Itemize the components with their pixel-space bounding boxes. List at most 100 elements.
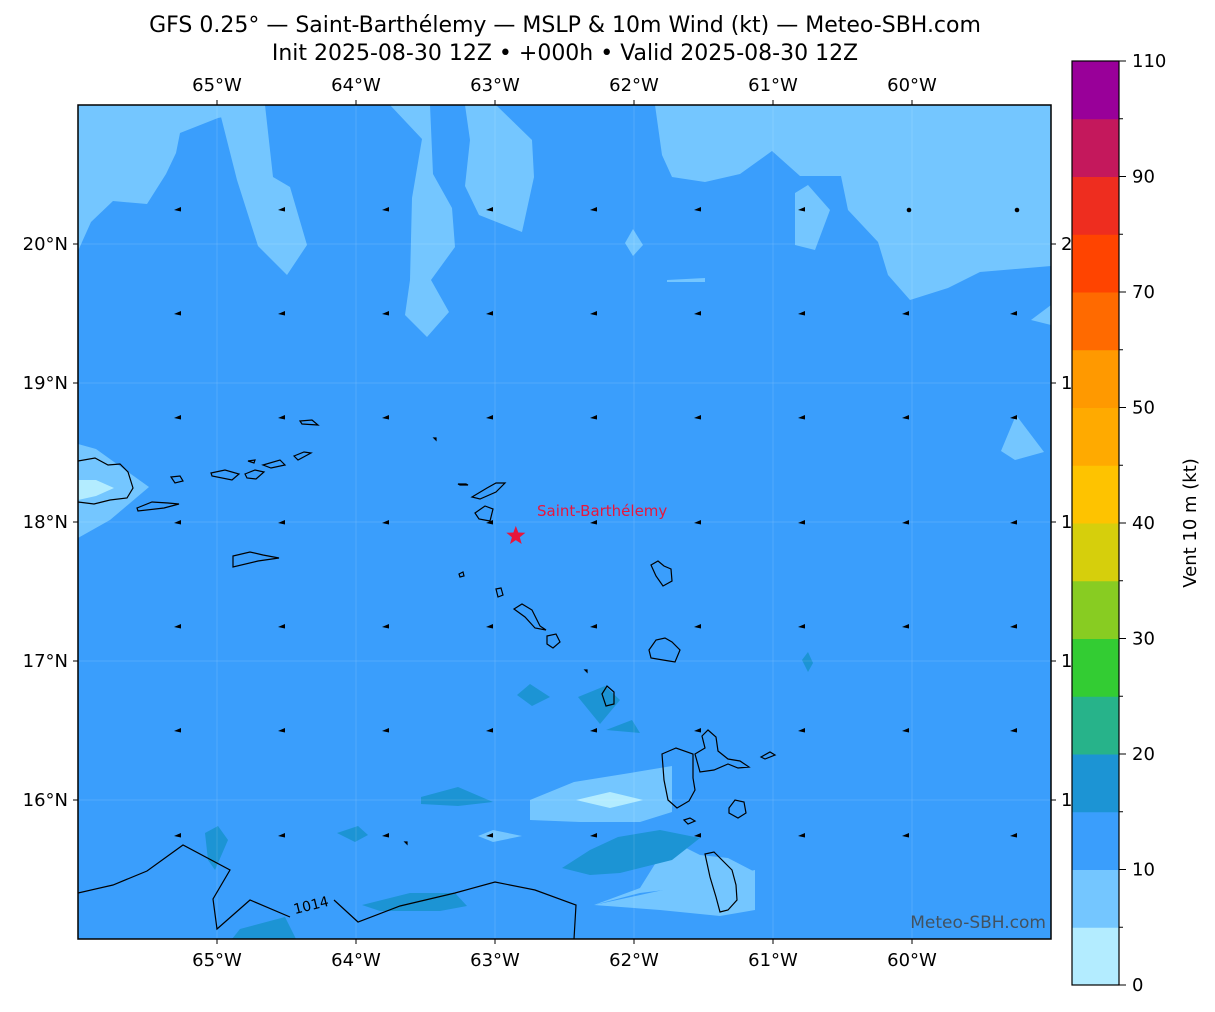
- lon-tick-bottom-label: 61°W: [748, 950, 798, 971]
- wind-barb: [486, 833, 493, 838]
- lon-tick-top-label: 62°W: [609, 75, 659, 96]
- lat-tick-left-label: 18°N: [23, 512, 68, 533]
- colorbar-tick-label: 90: [1132, 167, 1155, 188]
- marker-label: Saint-Barthélemy: [537, 502, 667, 520]
- wind-barb: [590, 728, 597, 733]
- wind-barb: [798, 520, 805, 525]
- colorbar-segment: [1072, 580, 1119, 639]
- wind-barb: [694, 624, 701, 629]
- colorbar-segment: [1072, 869, 1119, 928]
- lat-tick-left-label: 16°N: [23, 790, 68, 811]
- wind-barb: [902, 520, 909, 525]
- wind-barb: [382, 207, 389, 212]
- coastlines: [78, 419, 777, 913]
- wind-barb: [798, 624, 805, 629]
- colorbar-tick-label: 30: [1132, 629, 1155, 650]
- wind-barb: [590, 520, 597, 525]
- lat-tick-left-label: 19°N: [23, 373, 68, 394]
- wind-barb: [590, 207, 597, 212]
- colorbar-tick-label: 10: [1132, 860, 1155, 881]
- wind-barb: [278, 520, 285, 525]
- colorbar-segment: [1072, 811, 1119, 870]
- colorbar-tick-label: 110: [1132, 51, 1166, 72]
- wind-barb: [174, 520, 181, 525]
- wind-barb: [694, 833, 701, 838]
- wind-barb: [382, 311, 389, 316]
- lon-tick-bottom-label: 60°W: [887, 950, 937, 971]
- wind-barb: [486, 624, 493, 629]
- wind-barb: [1010, 520, 1017, 525]
- wind-barb: [278, 311, 285, 316]
- wind-barb: [174, 833, 181, 838]
- colorbar-segment: [1072, 292, 1119, 351]
- wind-barb: [590, 624, 597, 629]
- colorbar-segment: [1072, 638, 1119, 697]
- wind-barb: [902, 728, 909, 733]
- wind-barb: [174, 415, 181, 420]
- wind-barb: [694, 728, 701, 733]
- wind-barb: [1010, 833, 1017, 838]
- wind-barb: [902, 624, 909, 629]
- wind-barbs: [174, 207, 1020, 838]
- wind-barb: [278, 624, 285, 629]
- wind-barb: [902, 311, 909, 316]
- lat-ticks-left: 20°N 19°N 18°N 17°N 16°N: [23, 234, 78, 811]
- wind-barb: [798, 728, 805, 733]
- colorbar-segment: [1072, 61, 1119, 120]
- colorbar-ticks: 0 10 20 30 40 50 70 90 110: [1119, 51, 1166, 996]
- chart-title: GFS 0.25° — Saint-Barthélemy — MSLP & 10…: [149, 13, 981, 38]
- lon-tick-top-label: 60°W: [887, 75, 937, 96]
- colorbar-segment: [1072, 349, 1119, 408]
- wind-contours-0-5kt: [78, 480, 643, 808]
- colorbar-tick-label: 70: [1132, 282, 1155, 303]
- watermark: Meteo-SBH.com: [910, 913, 1046, 933]
- isobar-1014: [78, 844, 577, 939]
- wind-barb: [278, 728, 285, 733]
- wind-barb: [278, 207, 285, 212]
- wind-barb: [798, 311, 805, 316]
- wind-barb: [1010, 415, 1017, 420]
- wind-barb: [1010, 311, 1017, 316]
- wind-barb: [278, 833, 285, 838]
- wind-barb: [486, 520, 493, 525]
- colorbar-segment: [1072, 523, 1119, 582]
- wind-barb: [798, 833, 805, 838]
- colorbar-segment: [1072, 118, 1119, 177]
- wind-barb: [382, 415, 389, 420]
- colorbar-segment: [1072, 407, 1119, 466]
- calm-wind-dot: [1014, 207, 1020, 213]
- lon-tick-top-label: 63°W: [470, 75, 520, 96]
- wind-barb: [902, 833, 909, 838]
- wind-barb: [590, 415, 597, 420]
- wind-barb: [694, 415, 701, 420]
- wind-barb: [486, 415, 493, 420]
- wind-barb: [590, 311, 597, 316]
- wind-barb: [382, 833, 389, 838]
- colorbar-segment: [1072, 176, 1119, 235]
- wind-barb: [486, 311, 493, 316]
- wind-barb: [694, 311, 701, 316]
- lon-tick-top-label: 61°W: [748, 75, 798, 96]
- colorbar-tick-label: 40: [1132, 513, 1155, 534]
- colorbar-segment: [1072, 234, 1119, 293]
- wind-barb: [174, 624, 181, 629]
- colorbar-tick-label: 0: [1132, 975, 1143, 996]
- lon-ticks-bottom: 65°W 64°W 63°W 62°W 61°W 60°W: [192, 939, 937, 971]
- colorbar-label: Vent 10 m (kt): [1180, 458, 1201, 588]
- wind-contours-15-20kt: [205, 652, 813, 939]
- wind-barb: [902, 415, 909, 420]
- wind-barb: [1010, 624, 1017, 629]
- colorbar-segment: [1072, 465, 1119, 524]
- colorbar-tick-label: 20: [1132, 744, 1155, 765]
- calm-wind-dot: [906, 207, 912, 213]
- lon-ticks-top: 65°W 64°W 63°W 62°W 61°W 60°W: [192, 75, 937, 105]
- wind-barb: [486, 207, 493, 212]
- wind-barb: [590, 833, 597, 838]
- colorbar-segment: [1072, 927, 1119, 986]
- colorbar-segment: [1072, 696, 1119, 755]
- wind-barb: [174, 728, 181, 733]
- lon-tick-top-label: 65°W: [192, 75, 242, 96]
- wind-barb: [382, 624, 389, 629]
- wind-barb: [278, 415, 285, 420]
